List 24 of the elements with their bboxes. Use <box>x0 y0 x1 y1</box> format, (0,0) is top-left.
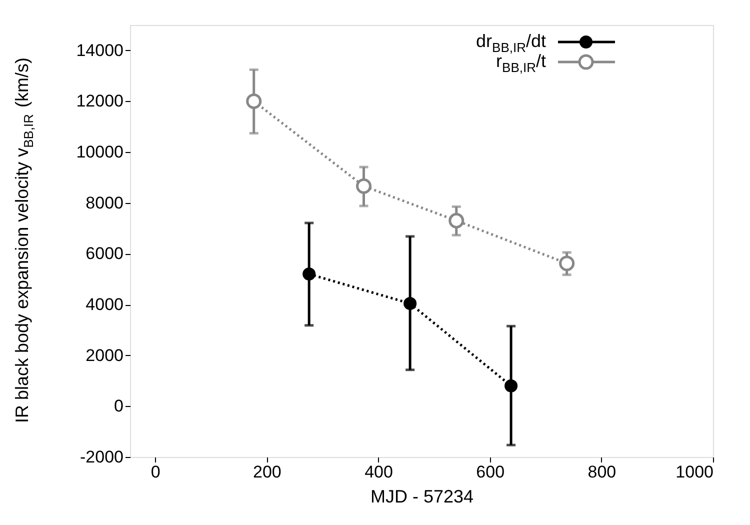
point <box>356 178 372 194</box>
y-tick-label: -2000 <box>80 448 124 466</box>
x-tick-label: 400 <box>364 462 393 482</box>
point <box>404 297 417 310</box>
point <box>559 256 575 272</box>
y-tick-label: 12000 <box>76 92 124 111</box>
y-tick-label: 4000 <box>86 295 124 314</box>
x-tick-label: 1000 <box>676 462 714 482</box>
x-tick-label: 600 <box>476 462 505 482</box>
x-tick-label: 200 <box>252 462 282 482</box>
y-tick-label: 8000 <box>86 193 124 212</box>
y-tick-label: 6000 <box>86 244 124 264</box>
y-tick-label: 14000 <box>76 40 124 60</box>
point <box>448 212 464 228</box>
y-axis-title: IR black body expansion velocity vBB,IR (km/s) <box>12 57 36 424</box>
point <box>246 93 262 109</box>
x-tick-label: 800 <box>588 462 616 482</box>
y-tick-label: 10000 <box>76 142 124 162</box>
point <box>504 379 518 392</box>
y-tick-label: 2000 <box>86 346 124 365</box>
point <box>302 268 316 281</box>
x-tick-label: 0 <box>150 462 160 482</box>
y-tick-label: 0 <box>114 396 124 416</box>
x-axis-title: MJD - 57234 <box>370 486 474 506</box>
